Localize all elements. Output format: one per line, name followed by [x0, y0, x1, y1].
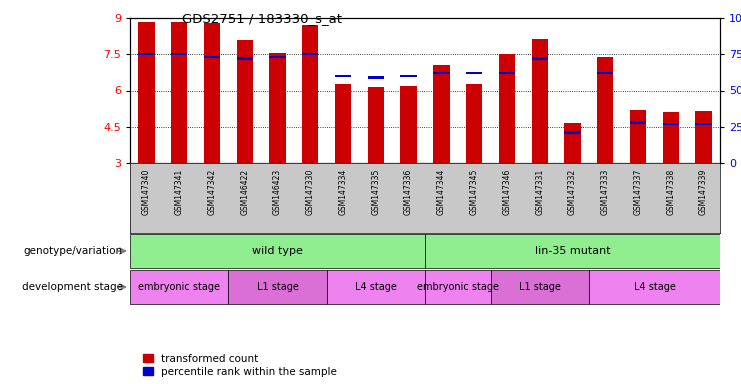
Bar	[597, 57, 614, 163]
Text: GSM147331: GSM147331	[535, 169, 544, 215]
Bar	[565, 131, 581, 134]
Bar	[302, 53, 319, 55]
Text: GSM147344: GSM147344	[437, 169, 446, 215]
Text: GSM147338: GSM147338	[666, 169, 675, 215]
Bar	[368, 87, 384, 163]
Bar	[499, 54, 515, 163]
Bar	[425, 270, 491, 304]
Text: L4 stage: L4 stage	[634, 282, 675, 292]
Bar	[466, 72, 482, 74]
Bar	[368, 76, 384, 79]
Text: GSM147346: GSM147346	[502, 169, 511, 215]
Bar	[236, 40, 253, 163]
Bar	[138, 53, 155, 55]
Text: GDS2751 / 183330_s_at: GDS2751 / 183330_s_at	[182, 12, 342, 25]
Text: GSM147336: GSM147336	[404, 169, 413, 215]
Bar	[236, 57, 253, 60]
Text: lin-35 mutant: lin-35 mutant	[535, 246, 611, 256]
Bar	[269, 53, 286, 163]
Text: L1 stage: L1 stage	[256, 282, 299, 292]
Text: GSM147342: GSM147342	[207, 169, 216, 215]
Text: development stage: development stage	[21, 282, 122, 292]
Text: L1 stage: L1 stage	[519, 282, 561, 292]
Bar	[433, 72, 450, 74]
Bar	[695, 111, 712, 163]
Text: GSM147340: GSM147340	[142, 169, 151, 215]
Text: embryonic stage: embryonic stage	[416, 282, 499, 292]
Text: GSM147339: GSM147339	[699, 169, 708, 215]
Bar	[425, 234, 720, 268]
Text: GSM146423: GSM146423	[273, 169, 282, 215]
Text: GSM147333: GSM147333	[601, 169, 610, 215]
Bar	[499, 72, 515, 74]
Bar	[130, 270, 228, 304]
Legend: transformed count, percentile rank within the sample: transformed count, percentile rank withi…	[142, 354, 337, 377]
Text: GSM147341: GSM147341	[175, 169, 184, 215]
Text: genotype/variation: genotype/variation	[24, 246, 122, 256]
Bar	[335, 75, 351, 77]
Bar	[662, 122, 679, 125]
Bar	[327, 270, 425, 304]
Text: GSM147334: GSM147334	[339, 169, 348, 215]
Text: GSM147337: GSM147337	[634, 169, 642, 215]
Bar	[138, 22, 155, 163]
Text: GSM147335: GSM147335	[371, 169, 380, 215]
Bar	[302, 25, 319, 163]
Text: wild type: wild type	[252, 246, 303, 256]
Text: GSM147330: GSM147330	[306, 169, 315, 215]
Bar	[171, 53, 187, 55]
Bar	[630, 110, 646, 163]
Bar	[269, 56, 286, 58]
Text: embryonic stage: embryonic stage	[138, 282, 220, 292]
Text: GSM146422: GSM146422	[240, 169, 249, 215]
Bar	[630, 121, 646, 124]
Bar	[204, 23, 220, 163]
Bar	[204, 56, 220, 58]
Bar	[695, 122, 712, 125]
Bar	[597, 72, 614, 74]
Bar	[531, 39, 548, 163]
Bar	[565, 123, 581, 163]
Text: L4 stage: L4 stage	[355, 282, 396, 292]
Bar	[589, 270, 720, 304]
Bar	[171, 22, 187, 163]
Bar	[400, 75, 416, 77]
Bar	[662, 112, 679, 163]
Bar	[228, 270, 327, 304]
Bar	[491, 270, 589, 304]
Text: GSM147332: GSM147332	[568, 169, 577, 215]
Text: GSM147345: GSM147345	[470, 169, 479, 215]
Bar	[130, 234, 425, 268]
Bar	[335, 84, 351, 163]
Bar	[400, 86, 416, 163]
Bar	[531, 57, 548, 60]
Bar	[466, 84, 482, 163]
Bar	[433, 65, 450, 163]
